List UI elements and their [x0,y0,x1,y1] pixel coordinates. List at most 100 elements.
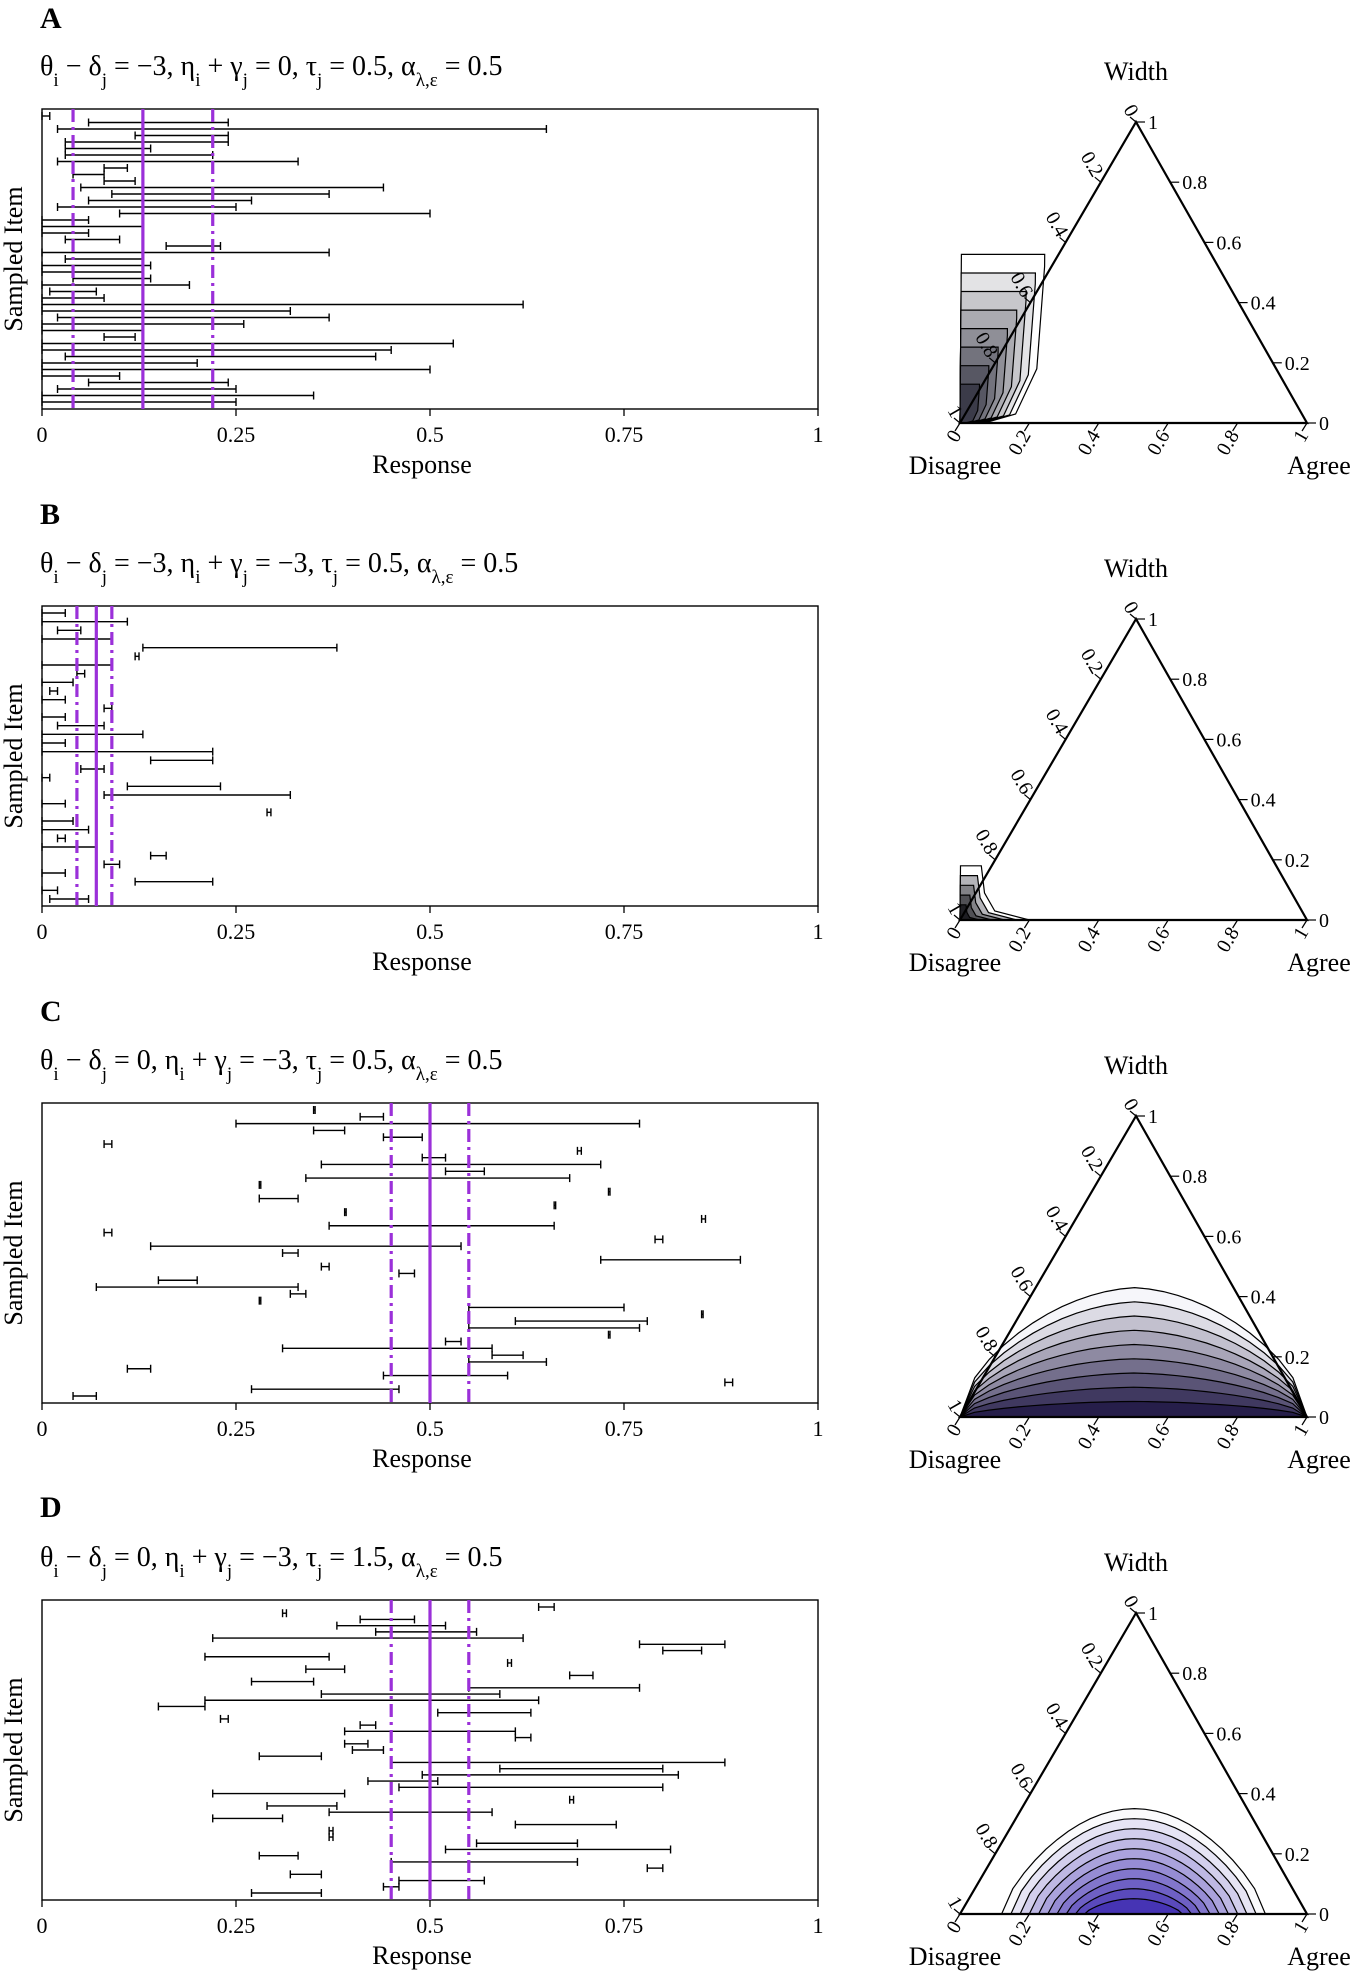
tick-label-bottom: 1 [1289,1421,1313,1441]
interval [134,877,214,886]
tick-left [988,357,996,364]
interval [103,1140,113,1149]
interval [351,1746,385,1754]
tick-bottom [954,1416,961,1426]
interval [250,1889,323,1897]
interval [305,1665,346,1674]
interval [468,1303,625,1312]
interval [258,1296,262,1305]
panel-label: A [40,2,62,35]
tick-left [953,1908,961,1915]
interval [72,1392,98,1400]
density-contour [1083,1898,1184,1915]
interval [359,1112,385,1121]
interval [553,1201,557,1210]
tick-label-right: 0 [1319,1407,1329,1429]
tick-label-right: 0.2 [1285,353,1310,375]
interval [41,817,74,825]
x-tick-label: 0.75 [605,1416,644,1441]
interval [103,164,129,172]
interval [80,765,105,773]
tick-bottom [1023,422,1030,432]
interval [87,196,253,205]
interval [72,170,105,179]
tick-left [1024,1788,1031,1795]
vertex-label-width: Width [1104,1548,1168,1577]
tick-label-bottom: 0.8 [1212,427,1244,460]
x-tick-label: 0.5 [416,1913,444,1938]
interval [468,1323,641,1332]
x-tick-label: 0 [37,422,48,447]
x-axis-label: Response [372,1444,472,1473]
tick-label-right: 0.4 [1251,293,1276,315]
tick-label-bottom: 1 [1289,427,1313,447]
interval [56,203,237,211]
tick-label-right: 0.2 [1285,850,1310,872]
interval [382,1371,509,1380]
interval [49,895,90,903]
interval [157,1702,206,1711]
interval [142,643,338,652]
interval [359,1615,416,1624]
interval [700,1310,704,1319]
interval [468,1683,641,1692]
tick-left [953,1411,961,1418]
interval [41,112,51,120]
ternary-plot: 0000.20.20.20.40.40.40.60.60.60.80.80.81… [909,1548,1351,1971]
interval [41,773,51,782]
tick-label-right: 0.8 [1182,1663,1207,1685]
interval [305,1174,571,1183]
interval [437,1708,532,1717]
interval [72,274,152,283]
tick-bottom [1093,1416,1100,1426]
interval [41,365,431,374]
interval [56,313,330,322]
tick-left [1129,1607,1137,1614]
tick-bottom [1162,422,1169,432]
tick-label-left: 0.4 [1041,705,1073,738]
tick-label-bottom: 0 [942,924,966,944]
vertex-label-agree: Agree [1287,948,1351,977]
interval [56,626,82,635]
interval [320,1262,330,1271]
tick-label-right: 0.4 [1251,790,1276,812]
interval [41,747,214,756]
interval [499,1764,664,1773]
tick-label-bottom: 0.2 [1004,924,1036,957]
interval [95,1283,299,1292]
interval [576,1146,583,1155]
tick-bottom [1093,422,1100,432]
interval [41,307,292,315]
interval [41,222,144,231]
tick-left [1024,794,1031,801]
ternary-plot: 0000.20.20.20.40.40.40.60.60.60.80.80.81… [909,57,1351,480]
tick-label-bottom: 0.2 [1004,1918,1036,1951]
tick-left [953,417,961,424]
vertex-label-width: Width [1104,554,1168,583]
interval [343,1208,347,1217]
interval [80,183,385,192]
interval [537,1603,555,1611]
interval [607,1187,611,1196]
vertex-label-agree: Agree [1287,1942,1351,1971]
interval [149,756,214,765]
interval [444,1167,486,1176]
interval [118,209,431,218]
x-axis-label: Response [372,1941,472,1970]
interval [41,869,66,877]
tick-bottom [1023,1913,1030,1923]
interval [41,398,237,406]
interval [475,1839,579,1848]
interval [64,255,144,263]
vertex-label-disagree: Disagree [909,451,1001,480]
y-axis-label: Sampled Item [0,1180,28,1325]
tick-label-bottom: 0.6 [1143,924,1175,957]
tick-label-bottom: 1 [1289,924,1313,944]
interval [235,1119,641,1128]
vertex-label-disagree: Disagree [909,1445,1001,1474]
ternary-frame [958,1113,1309,1419]
interval [258,1851,299,1860]
interval [41,843,98,851]
tick-left [953,914,961,921]
tick-left [1094,673,1102,680]
